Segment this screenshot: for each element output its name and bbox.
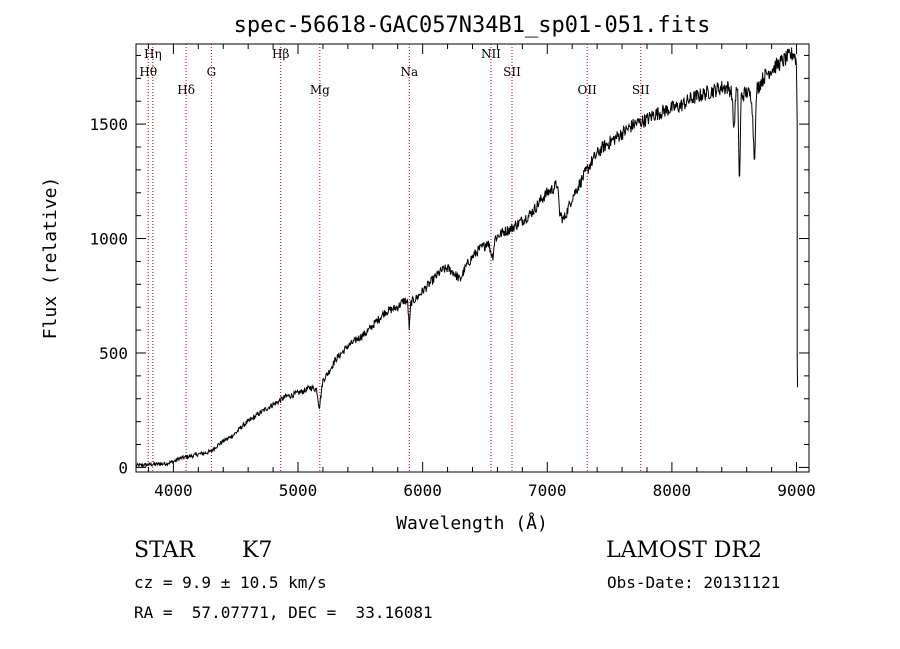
spectral-line-label: SII — [503, 65, 521, 79]
x-axis-label: Wavelength (Å) — [396, 512, 548, 534]
x-tick-label: 6000 — [403, 481, 442, 500]
x-tick-label: 8000 — [653, 481, 692, 500]
spectral-line-label: Na — [400, 65, 418, 79]
spectral-line-label: OII — [577, 83, 597, 97]
redshift-text: cz = 9.9 ± 10.5 km/s — [134, 573, 327, 592]
spectral-line-label: SII — [632, 83, 650, 97]
spectral-line-label: Hβ — [272, 47, 289, 61]
object-subclass: K7 — [242, 538, 273, 563]
obs-date-text: Obs-Date: 20131121 — [607, 573, 781, 592]
spectral-line-label: G — [207, 65, 217, 79]
spectral-line-label: Mg — [310, 83, 330, 97]
x-axis: 4000 5000 6000 7000 8000 9000 — [147, 44, 816, 500]
y-tick-label: 0 — [118, 458, 128, 477]
spectrum-line — [135, 47, 798, 469]
survey-name: LAMOST DR2 — [606, 538, 762, 563]
spectral-line-label: Hη — [144, 47, 162, 61]
y-tick-label: 1500 — [89, 115, 128, 134]
y-axis-label: Flux (relative) — [40, 177, 61, 340]
spectral-line-label: Hδ — [177, 83, 195, 97]
x-tick-label: 5000 — [279, 481, 318, 500]
y-tick-label: 500 — [99, 344, 128, 363]
x-tick-label: 9000 — [777, 481, 816, 500]
x-tick-label: 4000 — [154, 481, 193, 500]
x-tick-label: 7000 — [528, 481, 567, 500]
y-axis: 0 500 1000 1500 — [89, 54, 809, 477]
coordinates-text: RA = 57.07771, DEC = 33.16081 — [134, 603, 433, 622]
spectral-line-label: Hθ — [139, 65, 157, 79]
y-tick-label: 1000 — [89, 230, 128, 249]
object-class: STAR — [134, 538, 195, 563]
spectral-line-label: NII — [481, 47, 501, 61]
chart-title: spec-56618-GAC057N34B1_sp01-051.fits — [234, 13, 711, 38]
